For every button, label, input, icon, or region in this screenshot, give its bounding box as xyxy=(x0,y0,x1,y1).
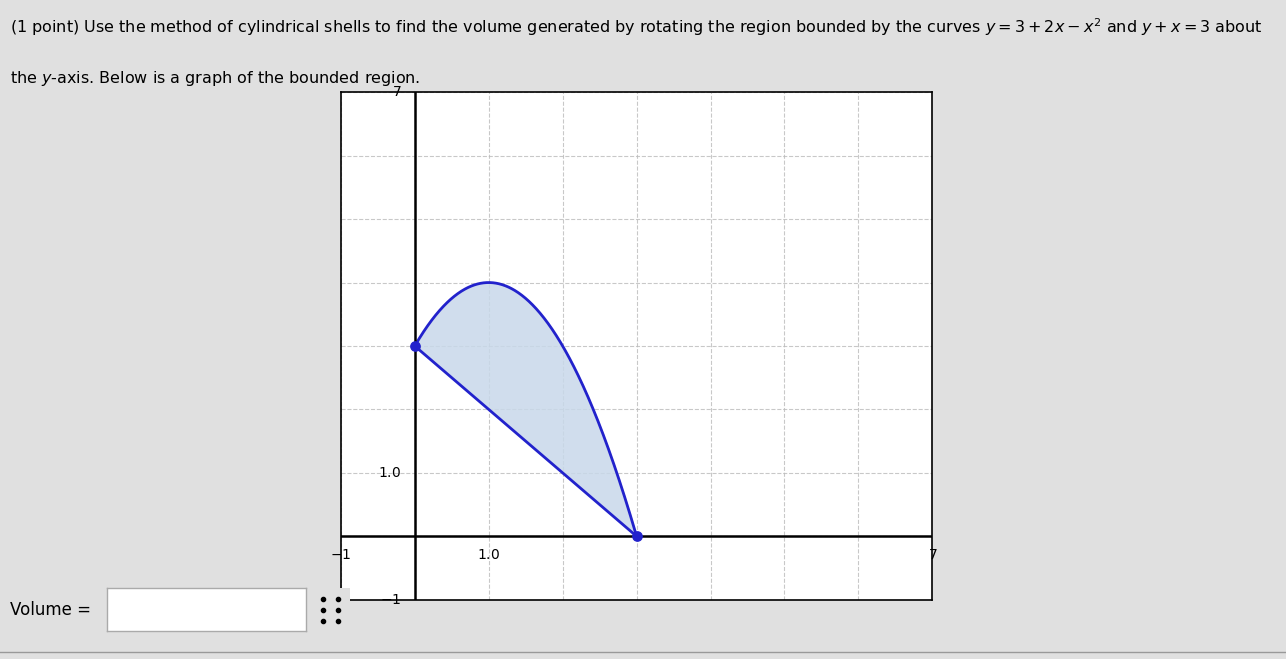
Text: $-1$: $-1$ xyxy=(331,548,351,561)
Point xyxy=(626,531,647,542)
Point xyxy=(404,341,424,351)
Text: $-1$: $-1$ xyxy=(381,592,401,607)
Text: the $y$-axis. Below is a graph of the bounded region.: the $y$-axis. Below is a graph of the bo… xyxy=(10,69,421,88)
Text: $1.0$: $1.0$ xyxy=(477,548,500,561)
Text: Volume =: Volume = xyxy=(10,600,96,619)
Text: $1.0$: $1.0$ xyxy=(378,466,401,480)
Text: (1 point) Use the method of cylindrical shells to find the volume generated by r: (1 point) Use the method of cylindrical … xyxy=(10,16,1263,38)
Text: $7$: $7$ xyxy=(927,548,937,561)
Text: $7$: $7$ xyxy=(392,85,401,100)
